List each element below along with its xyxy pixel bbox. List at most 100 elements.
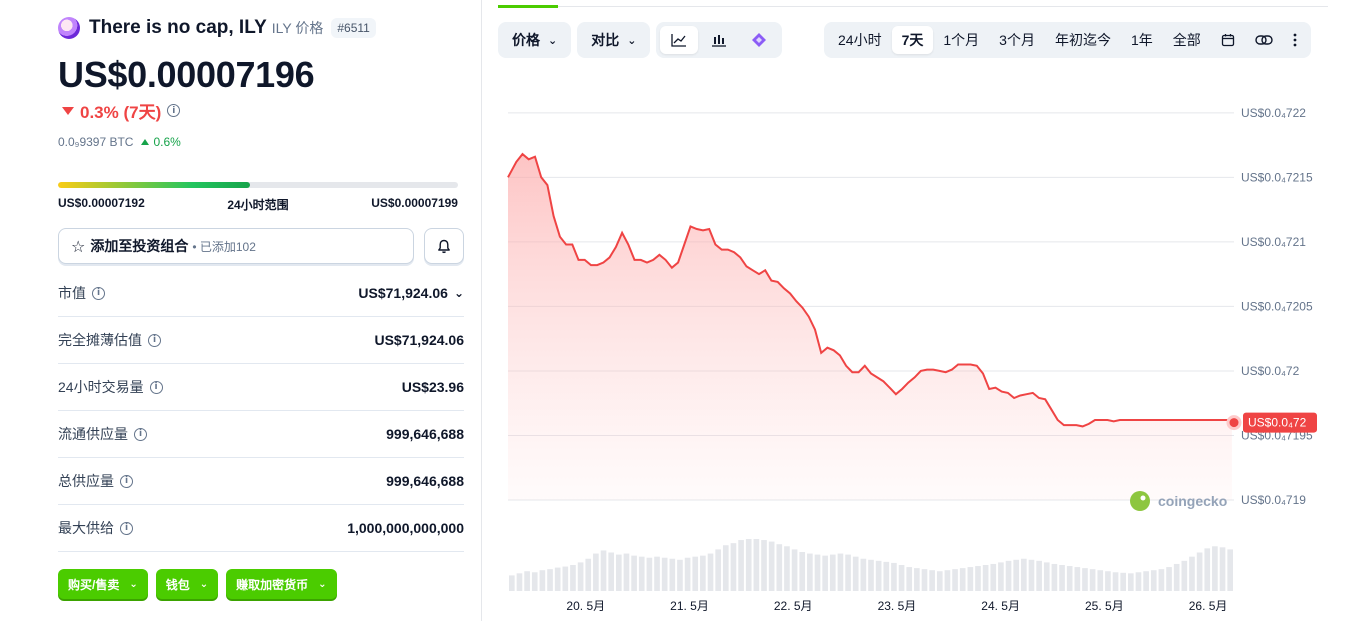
chevron-down-icon: ⌄ [627,33,637,47]
range-1y-button[interactable]: 1年 [1130,32,1153,48]
range-24h-bar [58,182,458,188]
stat-row-market-cap[interactable]: 市值 i US$71,924.06 ⌄ [58,270,464,317]
down-caret-icon [62,106,74,115]
line-chart-icon [671,34,687,47]
volume-bar [1036,560,1042,591]
portfolio-added-count: • 已添加102 [192,239,256,254]
y-tick-label: US$0.0₄721 [1241,235,1306,249]
price-chart[interactable]: US$0.0₄722 US$0.0₄7215 US$0.0₄721 US$0.0₄72… [498,70,1328,620]
coingecko-logo-icon [1130,491,1150,511]
volume-bar [1120,572,1127,591]
volume-bar [1173,563,1180,591]
chevron-down-icon[interactable]: ⌄ [453,286,464,300]
volume-bar [814,554,821,591]
volume-bar [1189,556,1195,591]
btc-price-line: 0.0₉9397 BTC 0.6% [58,135,181,149]
range-24h-low: US$0.00007192 [58,196,145,210]
volume-bar [776,544,783,591]
volume-bar [837,553,844,591]
volume-bar [692,556,699,591]
volume-bar [707,553,714,591]
volume-bars [509,539,1233,591]
volume-bar [1204,548,1211,591]
volume-bar [1150,570,1157,591]
info-icon[interactable]: i [120,474,133,488]
range-24h-button[interactable]: 24小时 [838,32,882,48]
volume-bar [593,553,599,591]
link-icon [1255,35,1273,45]
range-3m-button[interactable]: 3个月 [999,32,1035,48]
x-tick-label: 22. 5月 [774,599,813,613]
y-axis-labels: US$0.0₄722 US$0.0₄7215 US$0.0₄721 US$0.0₄72… [1241,106,1313,507]
info-icon[interactable]: i [148,333,161,347]
add-to-portfolio-label: 添加至投资组合 [90,238,189,254]
volume-bar [875,560,882,591]
info-icon[interactable]: i [120,521,133,535]
chevron-down-icon: ⌄ [199,578,209,590]
y-tick-label: US$0.0₄7215 [1241,170,1313,184]
stats-list: 市值 i US$71,924.06 ⌄ 完全摊薄估值 i US$71,924.06 2… [58,270,464,552]
earn-crypto-button[interactable]: 赚取加密货币 ⌄ [226,569,337,599]
candlestick-button[interactable] [700,26,738,54]
volume-bar [1043,562,1050,591]
stat-value: US$71,924.06 [374,332,464,348]
more-options-button[interactable] [1283,26,1307,54]
volume-bar [967,567,974,591]
stat-row-total-supply: 总供应量 i 999,646,688 [58,458,464,505]
volume-bar [998,562,1004,591]
x-tick-label: 26. 5月 [1189,599,1228,613]
stat-label: 总供应量 i [58,471,133,491]
price-alert-button[interactable] [424,228,464,264]
coin-logo [58,17,80,39]
volume-bar [936,571,943,591]
info-icon[interactable]: i [167,104,181,117]
calendar-button[interactable] [1211,26,1245,54]
volume-bar [1097,570,1104,591]
range-1m-button[interactable]: 1个月 [943,32,980,48]
range-24h-fill [58,182,250,188]
tradingview-button[interactable] [740,26,778,54]
volume-bar [661,557,668,591]
volume-bar [738,540,744,591]
stat-label: 24小时交易量 i [58,377,163,397]
volume-bar [1066,566,1073,591]
volume-bar [1128,573,1134,591]
range-all-button[interactable]: 全部 [1172,32,1201,48]
volume-bar [822,555,828,591]
volume-bar [1112,572,1119,591]
volume-bar [715,549,721,591]
volume-bar [1166,567,1172,591]
price-area [508,154,1232,500]
info-icon[interactable]: i [149,380,163,394]
volume-bar [883,561,890,591]
volume-bar [1212,546,1218,591]
stat-row-fdv: 完全摊薄估值 i US$71,924.06 [58,317,464,364]
compare-dropdown[interactable]: 对比 ⌄ [577,22,651,58]
volume-bar [1105,571,1111,591]
volume-bar [761,540,767,591]
range-ytd-button[interactable]: 年初迄今 [1054,32,1111,48]
wallet-button[interactable]: 钱包 ⌄ [155,569,219,599]
price-change-text: 0.3% (7天) [80,103,162,122]
volume-bar [1028,559,1035,591]
current-price-dot [1226,415,1242,431]
volume-bar [1005,560,1012,591]
coingecko-eye [1140,495,1146,501]
volume-bar [1196,552,1203,591]
info-icon[interactable]: i [134,427,147,441]
tabs-underline [498,6,1328,7]
add-to-portfolio-button[interactable]: ☆ 添加至投资组合 • 已添加102 [58,228,414,264]
stat-label: 最大供给 i [58,518,133,538]
x-tick-label: 24. 5月 [981,599,1020,613]
x-tick-label: 23. 5月 [878,599,917,613]
link-button[interactable] [1245,26,1283,54]
coin-header: There is no cap, ILY ILY 价格 #6511 [58,16,376,40]
calendar-icon [1221,34,1234,47]
line-chart-button[interactable] [660,26,699,54]
range-7d-button[interactable]: 7天 [891,26,934,54]
price-dropdown[interactable]: 价格 ⌄ [498,22,572,58]
volume-bar [547,569,553,591]
buy-sell-button[interactable]: 购买/售卖 ⌄ [58,569,148,599]
info-icon[interactable]: i [92,286,105,300]
volume-bar [829,554,836,591]
